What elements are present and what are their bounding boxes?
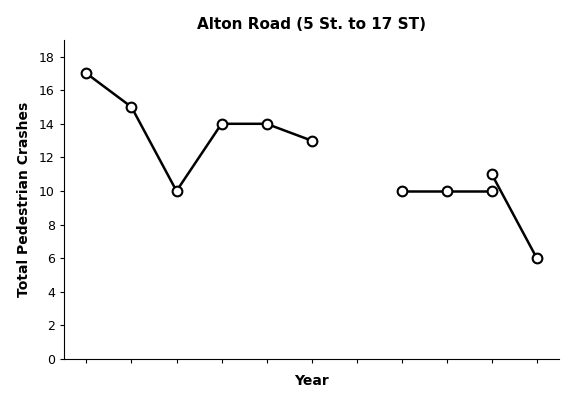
Title: Alton Road (5 St. to 17 ST): Alton Road (5 St. to 17 ST)	[197, 17, 426, 32]
Y-axis label: Total Pedestrian Crashes: Total Pedestrian Crashes	[17, 102, 31, 297]
X-axis label: Year: Year	[294, 374, 329, 388]
